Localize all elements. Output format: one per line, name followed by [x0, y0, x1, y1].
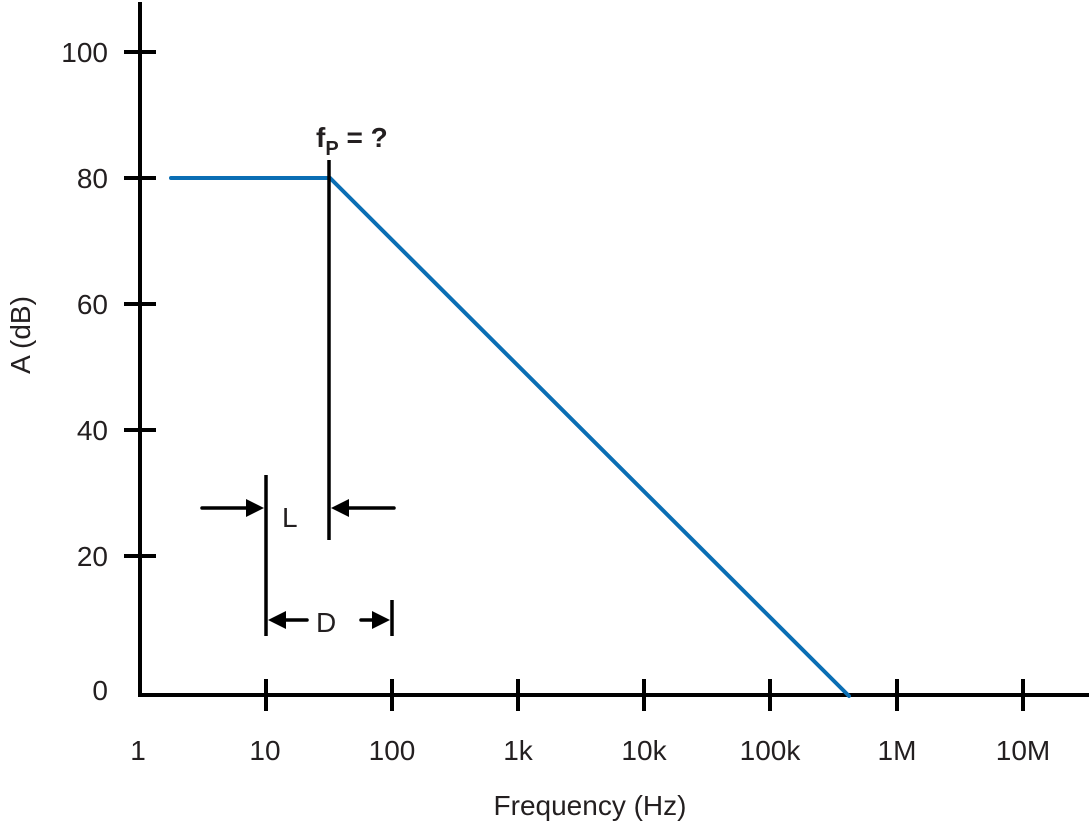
y-tick-label: 80: [77, 163, 108, 194]
dimension-label-l: L: [282, 502, 298, 533]
x-tick-label: 1: [130, 735, 146, 766]
x-tick-label: 10k: [621, 735, 667, 766]
y-tick-label: 60: [77, 289, 108, 320]
x-tick-label: 10: [249, 735, 280, 766]
x-ticks: [264, 679, 1025, 711]
y-tick-label: 100: [61, 37, 108, 68]
x-tick-label: 1M: [878, 735, 917, 766]
dimension-label-d: D: [316, 607, 336, 638]
arrow-left-icon: [268, 611, 309, 629]
arrow-right-icon: [359, 611, 390, 629]
y-axis-title: A (dB): [5, 296, 36, 374]
y-tick-labels: 100 80 60 40 20 0: [61, 37, 108, 706]
x-tick-labels: 1 10 100 1k 10k 100k 1M 10M: [130, 735, 1050, 766]
y-tick-label: 20: [77, 541, 108, 572]
y-tick-label: 0: [92, 675, 108, 706]
arrow-right-icon: [200, 499, 264, 517]
pole-frequency-label: fP = ?: [316, 122, 388, 160]
y-ticks: [124, 50, 156, 558]
x-tick-label: 10M: [996, 735, 1050, 766]
x-tick-label: 100k: [740, 735, 802, 766]
arrow-left-icon: [331, 499, 396, 517]
x-tick-label: 100: [369, 735, 416, 766]
x-axis-title: Frequency (Hz): [494, 790, 687, 821]
x-tick-label: 1k: [503, 735, 534, 766]
y-tick-label: 40: [77, 415, 108, 446]
